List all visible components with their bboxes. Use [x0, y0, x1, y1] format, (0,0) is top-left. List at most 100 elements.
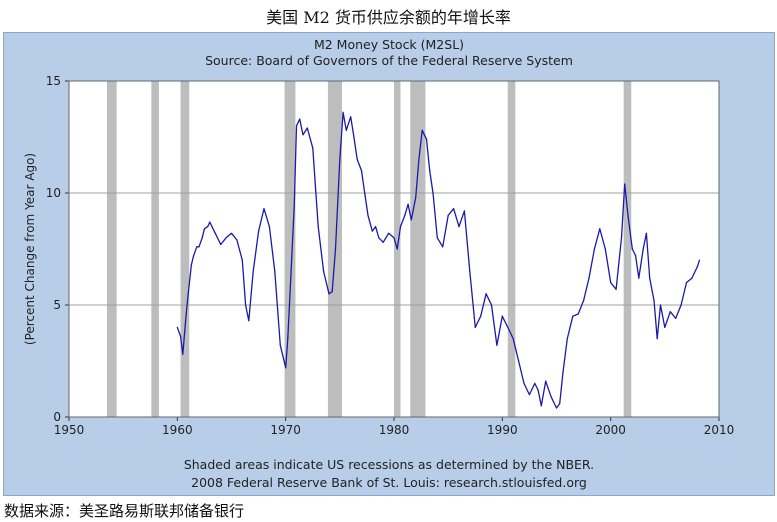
data-point: [528, 394, 531, 396]
data-point: [371, 230, 373, 232]
data-point: [230, 232, 233, 234]
data-point: [179, 335, 182, 337]
data-point: [312, 147, 314, 149]
data-point: [285, 367, 287, 369]
data-point: [680, 304, 682, 306]
data-point: [458, 226, 460, 228]
page-title: 美国 M2 货币供应余额的年增长率: [266, 8, 511, 27]
data-point: [287, 338, 289, 340]
data-point: [593, 248, 596, 250]
data-point: [540, 405, 542, 407]
data-point: [555, 407, 558, 409]
data-point: [345, 129, 347, 131]
data-point: [207, 226, 209, 228]
data-point: [512, 338, 514, 340]
x-tick-label: 1970: [270, 423, 301, 437]
data-point: [350, 116, 352, 118]
data-point: [452, 208, 455, 210]
data-point: [393, 237, 395, 239]
data-point: [293, 203, 295, 205]
data-point: [342, 111, 344, 113]
plot-border: [68, 80, 720, 418]
data-point: [577, 313, 579, 315]
data-point: [432, 192, 434, 194]
data-point: [268, 226, 271, 228]
data-point: [353, 136, 355, 138]
data-point: [620, 237, 623, 239]
chart-subtitle: Source: Board of Governors of the Federa…: [205, 53, 573, 68]
data-point: [638, 277, 640, 279]
data-point: [664, 326, 666, 328]
data-point: [190, 264, 193, 266]
data-point: [485, 293, 487, 295]
data-point: [295, 125, 298, 127]
data-point: [290, 270, 292, 272]
data-point: [463, 210, 466, 212]
data-point: [360, 170, 363, 172]
data-point: [404, 214, 406, 216]
y-tick-label: 5: [53, 298, 61, 312]
x-tick-label: 1950: [54, 423, 85, 437]
data-point: [659, 304, 662, 306]
recession-note: Shaded areas indicate US recessions as d…: [183, 457, 595, 472]
chart-plot: 0 5 10 15 1950 1960 1970 1980 1990 2000 2010 (Perce…: [23, 74, 734, 437]
data-point: [185, 315, 187, 317]
data-point: [196, 246, 198, 248]
data-point: [634, 255, 637, 257]
data-point: [429, 170, 431, 172]
y-tick-label: 10: [46, 186, 61, 200]
data-point: [317, 226, 319, 228]
data-point: [415, 196, 417, 199]
data-point: [615, 288, 617, 290]
data-point: [201, 237, 203, 239]
data-point: [517, 360, 520, 362]
recession-band: [180, 81, 190, 417]
data-point: [566, 338, 568, 340]
data-point: [382, 241, 384, 243]
data-point: [302, 134, 304, 136]
data-point: [425, 138, 428, 140]
data-point: [645, 232, 648, 234]
data-point: [331, 290, 333, 293]
data-point: [534, 382, 536, 384]
data-point: [649, 277, 651, 279]
data-point: [367, 214, 369, 216]
data-point: [496, 344, 498, 346]
y-axis-label: (Percent Change from Year Ago): [23, 153, 37, 345]
data-point: [537, 389, 539, 391]
data-point: [252, 270, 254, 272]
copyright-note: 2008 Federal Reserve Bank of St. Louis: …: [191, 475, 587, 490]
chart-title: M2 Money Stock (M2SL): [313, 37, 465, 52]
y-tick-label: 15: [46, 74, 61, 88]
data-point: [248, 320, 250, 322]
data-point: [374, 226, 377, 228]
data-point: [627, 214, 629, 216]
data-point: [410, 219, 412, 221]
data-point: [669, 311, 671, 313]
x-tick-label: 1960: [162, 423, 193, 437]
data-point: [604, 248, 606, 250]
data-point: [562, 371, 564, 373]
data-point: [279, 344, 281, 346]
recession-band: [623, 81, 632, 417]
data-point: [182, 353, 184, 355]
data-point: [545, 380, 547, 382]
data-point: [685, 282, 688, 284]
chart-frame: M2 Money Stock (M2SL) Source: Board of G…: [3, 32, 775, 496]
data-point: [387, 232, 390, 234]
data-point: [421, 129, 423, 131]
data-point: [192, 255, 195, 257]
data-point: [447, 214, 449, 216]
data-point: [582, 299, 585, 302]
data-point: [490, 304, 493, 306]
data-point: [244, 304, 247, 306]
data-point: [241, 259, 243, 261]
data-point: [263, 208, 265, 210]
recession-band: [151, 81, 159, 417]
source-caption: 数据来源：美圣路易斯联邦储备银行: [4, 502, 245, 520]
data-point: [399, 226, 402, 228]
data-point: [187, 293, 189, 295]
data-point: [656, 338, 658, 340]
data-point: [653, 299, 655, 302]
data-point: [588, 277, 590, 279]
